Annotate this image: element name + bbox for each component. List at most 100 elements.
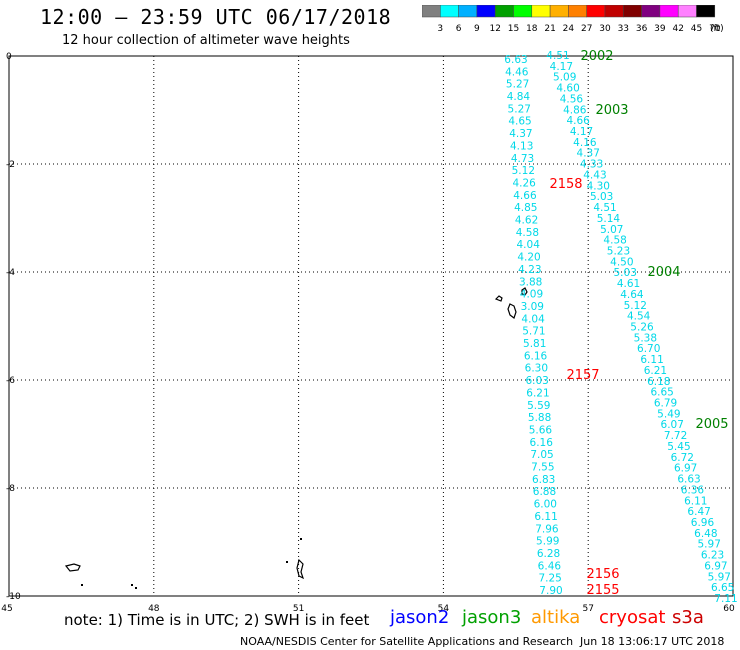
wave-height-label: 6.11 [684, 495, 707, 507]
wave-height-label: 4.62 [515, 215, 538, 227]
wave-height-label: 4.17 [570, 126, 593, 138]
x-tick-label: 60 [723, 604, 735, 614]
wave-height-label: 6.97 [704, 560, 727, 572]
wave-height-label: 4.04 [517, 239, 541, 251]
wave-height-label: 6.30 [525, 363, 548, 375]
wave-height-label: 4.66 [513, 190, 537, 202]
wave-height-label: 4.58 [603, 235, 626, 247]
chart-title: 12:00 – 23:59 UTC 06/17/2018 [40, 5, 392, 29]
wave-height-label: 6.97 [674, 463, 697, 475]
wave-height-label: 4.30 [587, 180, 610, 192]
wave-height-label: 4.37 [509, 128, 532, 140]
wave-height-label: 5.09 [553, 72, 576, 84]
wave-height-label: 7.55 [531, 462, 554, 474]
wave-height-label: 4.46 [505, 66, 529, 78]
wave-height-label: 6.21 [526, 387, 549, 399]
wave-height-label: 4.33 [580, 159, 603, 171]
wave-height-label: 5.88 [528, 412, 551, 424]
wave-height-label: 6.88 [533, 486, 556, 498]
wave-height-label: 6.16 [524, 350, 548, 362]
wave-height-label: 4.64 [620, 289, 644, 301]
wave-height-label: 4.04 [521, 313, 545, 325]
wave-height-label: 6.28 [537, 548, 560, 560]
wave-height-label: 6.23 [701, 550, 724, 562]
time-label: 2155 [586, 583, 619, 598]
wave-height-label: 4.13 [510, 140, 533, 152]
wave-height-label: 5.45 [667, 441, 690, 453]
wave-height-label: 6.11 [640, 354, 663, 366]
legend-label: 30 [599, 24, 611, 34]
wave-height-label: 4.26 [512, 177, 536, 189]
legend-label: 42 [672, 24, 683, 34]
wave-height-label: 3.09 [521, 301, 544, 313]
island-dot [131, 584, 133, 586]
wave-height-label: 6.03 [525, 375, 548, 387]
time-label: 2157 [566, 368, 599, 383]
wave-height-label: 5.27 [508, 103, 531, 115]
wave-height-label: 5.23 [607, 245, 630, 257]
wave-height-label: 5.12 [624, 300, 647, 312]
map-frame [8, 55, 734, 597]
wave-height-label: 6.72 [671, 452, 694, 464]
legend-label: 36 [636, 24, 648, 34]
wave-height-label: 6.83 [532, 474, 555, 486]
x-tick-label: 51 [293, 604, 304, 614]
wave-height-label: 4.65 [508, 116, 531, 128]
timestamp-text: Jun 18 13:06:17 UTC 2018 [580, 635, 725, 648]
wave-height-label: 4.66 [566, 115, 590, 127]
wave-height-label: 5.14 [597, 213, 621, 225]
legend-label: 24 [563, 24, 575, 34]
wave-height-label: 6.70 [637, 343, 660, 355]
wave-height-label: 5.59 [527, 400, 550, 412]
x-tick-label: 54 [438, 604, 450, 614]
wave-height-label: 4.54 [627, 311, 651, 323]
y-tick-label: 0 [6, 52, 12, 62]
wave-height-label: 6.63 [677, 474, 700, 486]
time-label: 2002 [580, 49, 613, 64]
satellite-name: jason3 [462, 607, 522, 628]
wave-height-label: 4.84 [507, 91, 531, 103]
footer-note: note: 1) Time is in UTC; 2) SWH is in fe… [64, 611, 370, 629]
legend-label: 3 [437, 24, 443, 34]
wave-height-label: 4.61 [617, 278, 640, 290]
color-legend: 3 6 9 12 15 18 21 24 27 30 33 36 39 42 45 70(ft) [422, 5, 724, 34]
wave-height-label: 5.07 [600, 224, 623, 236]
wave-height-label: 6.48 [694, 528, 717, 540]
wave-height-label: 5.03 [590, 191, 613, 203]
wave-height-label: 6.00 [534, 499, 557, 511]
wave-height-label: 4.50 [610, 256, 633, 268]
satellite-name: jason2 [390, 607, 450, 628]
wave-height-label: 5.12 [512, 165, 535, 177]
wave-height-label: 6.16 [530, 437, 554, 449]
wave-height-label: 5.49 [657, 408, 680, 420]
legend-label: 33 [618, 24, 629, 34]
wave-height-label: 4.16 [573, 137, 597, 149]
wave-height-label: 4.51 [593, 202, 616, 214]
wave-height-label: 4.56 [560, 93, 584, 105]
wave-height-label: 7.72 [664, 430, 687, 442]
wave-height-label: 6.63 [504, 54, 527, 66]
legend-label: 45 [691, 24, 702, 34]
x-tick-label: 48 [148, 604, 160, 614]
wave-height-label: 5.71 [522, 326, 545, 338]
wave-height-label: 5.97 [708, 571, 731, 583]
wave-height-label: 6.47 [687, 506, 710, 518]
chart-subtitle: 12 hour collection of altimeter wave hei… [62, 33, 350, 48]
wave-height-label: 5.81 [523, 338, 546, 350]
legend-label: 39 [654, 24, 666, 34]
y-tick-label: -6 [6, 376, 15, 386]
x-tick-label: 45 [1, 604, 12, 614]
island-dot [286, 561, 288, 563]
wave-height-label: 5.27 [506, 79, 529, 91]
wave-height-label: 6.36 [681, 484, 705, 496]
time-label: 2158 [549, 177, 582, 192]
time-label: 2003 [595, 103, 628, 118]
wave-height-label: 4.51 [546, 50, 569, 62]
coastline [521, 287, 528, 296]
satellite-name: s3a [672, 607, 704, 628]
island-dot [135, 587, 137, 589]
legend-label: 21 [544, 24, 555, 34]
credit-text: NOAA/NESDIS Center for Satellite Applica… [240, 635, 574, 648]
legend-label: 27 [581, 24, 592, 34]
